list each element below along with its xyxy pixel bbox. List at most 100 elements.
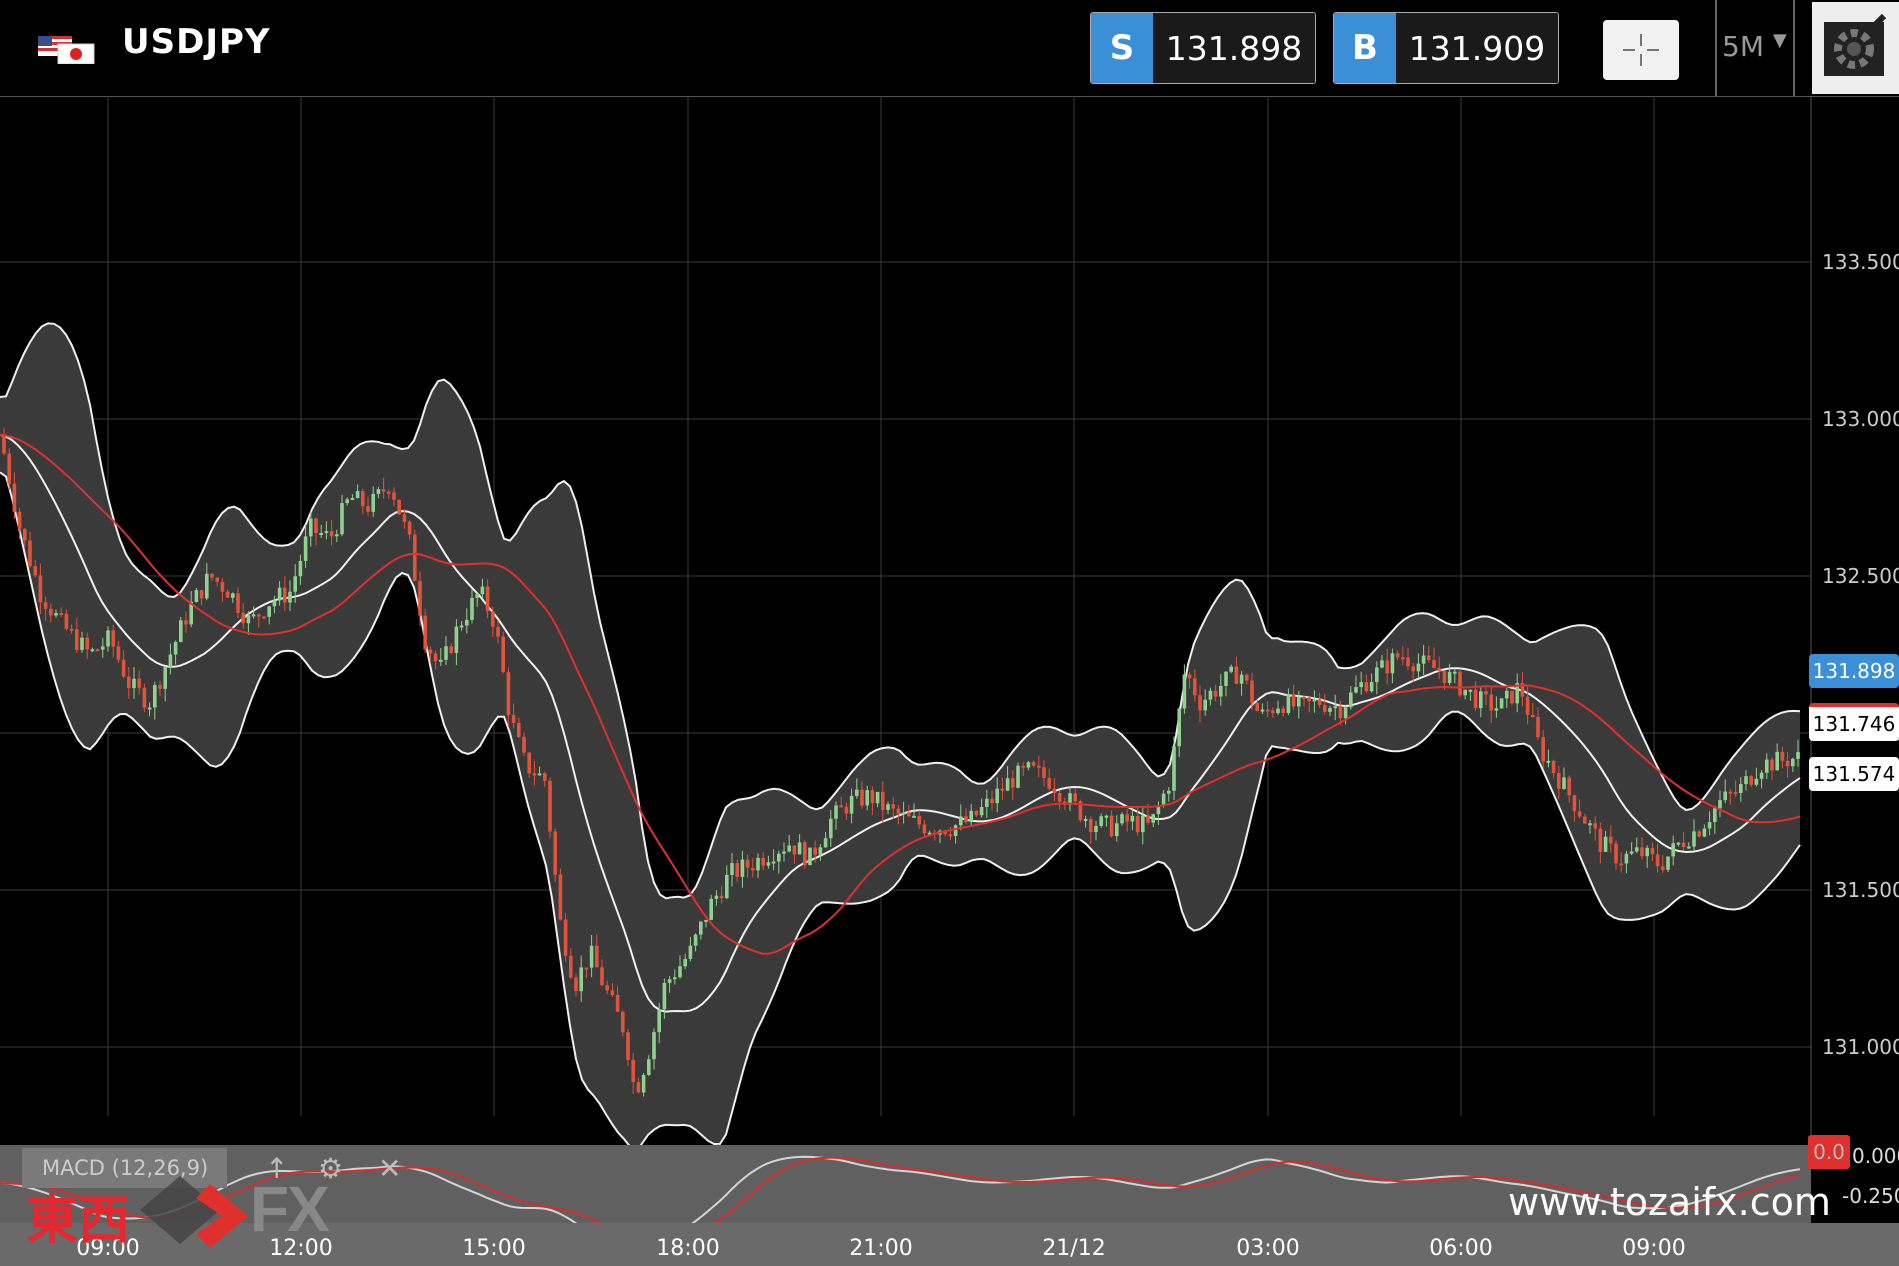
candle-body [1057, 792, 1062, 802]
candle-body [194, 590, 199, 602]
candle-body [225, 591, 230, 598]
candle-body [1109, 815, 1114, 837]
candle-body [1104, 815, 1109, 818]
candle-body [1666, 856, 1670, 870]
candle-body [1473, 689, 1478, 709]
candle-body [1557, 773, 1561, 789]
candle-body [309, 518, 313, 537]
settings-button[interactable] [1812, 2, 1899, 94]
candle-body [257, 614, 261, 617]
crosshair-button[interactable] [1603, 20, 1679, 80]
candle-body [896, 808, 901, 815]
candle-body [381, 489, 386, 492]
candle-body [241, 612, 245, 624]
buy-label: B [1334, 13, 1396, 83]
macd-close-icon[interactable]: ✕ [378, 1152, 402, 1185]
macd-gear-icon[interactable]: ⚙ [318, 1152, 344, 1185]
lower-band-tag: 131.574 [1809, 757, 1899, 791]
time-tick-label: 21/12 [1042, 1236, 1106, 1261]
candle-body [1614, 843, 1618, 864]
candle-body [1515, 683, 1519, 704]
candle-body [626, 1032, 630, 1060]
candle-body [886, 804, 890, 810]
candle-body [283, 587, 287, 603]
candle-body [621, 1011, 625, 1033]
candle-body [1640, 847, 1644, 857]
candle-body [1785, 760, 1790, 767]
candle-body [1551, 760, 1556, 774]
candle-body [210, 573, 214, 578]
candle-body [1692, 831, 1696, 847]
candle-body [511, 715, 516, 724]
candle-body [1588, 823, 1592, 826]
candle-body [1598, 828, 1603, 852]
candle-body [470, 597, 474, 620]
candle-body [1219, 685, 1223, 697]
candle-body [428, 649, 433, 654]
candle-body [1343, 707, 1348, 719]
candle-body [459, 625, 464, 628]
bollinger-band-fill [0, 323, 1800, 1145]
candle-body [974, 810, 979, 816]
buy-button[interactable]: B 131.909 [1333, 12, 1559, 84]
macd-lower-value: -0.250 [1842, 1184, 1899, 1208]
candle-body [465, 619, 469, 626]
candle-body [704, 919, 708, 922]
symbol-title[interactable]: USDJPY [122, 22, 271, 62]
candle-body [54, 613, 58, 616]
candle-body [985, 798, 989, 807]
candle-body [548, 780, 552, 832]
brand-fx: FX [250, 1173, 330, 1245]
candlestick-series [2, 427, 1800, 1097]
candle-body [641, 1074, 646, 1093]
candle-body [1037, 765, 1041, 768]
candle-body [1229, 666, 1233, 672]
candle-body [1297, 696, 1301, 707]
candle-body [1323, 705, 1327, 712]
candle-body [667, 979, 672, 983]
candle-body [745, 859, 750, 868]
timeframe-dropdown[interactable]: 5M ▼ [1722, 30, 1787, 63]
candle-body [860, 789, 864, 806]
sell-button[interactable]: S 131.898 [1090, 12, 1316, 84]
candle-body [1687, 846, 1691, 849]
candle-body [1135, 815, 1140, 833]
candle-body [376, 489, 381, 494]
macd-label: MACD (12,26,9) [22, 1148, 227, 1188]
candle-body [943, 830, 947, 835]
candle-body [116, 646, 121, 660]
macd-up-icon[interactable]: ↑ [265, 1152, 289, 1185]
candle-body [1224, 671, 1228, 686]
candle-body [303, 536, 308, 561]
candle-body [1198, 695, 1202, 711]
candle-body [236, 593, 240, 613]
candle-body [1629, 851, 1634, 854]
candle-body [1255, 703, 1259, 711]
candle-body [205, 573, 209, 599]
candle-body [912, 815, 916, 818]
candle-body [121, 659, 126, 677]
price-chart[interactable]: 133.500133.000132.500132.000131.500131.0… [0, 96, 1899, 1145]
candle-body [1453, 671, 1457, 674]
candle-body [1349, 692, 1353, 708]
candle-body [839, 805, 843, 808]
candle-body [1479, 691, 1483, 709]
candle-body [1593, 823, 1597, 829]
candle-body [995, 788, 999, 804]
current-price-tag: 131.898 [1809, 654, 1899, 688]
candle-body [1250, 680, 1254, 704]
price-tick-label: 133.000 [1822, 407, 1899, 431]
macd-panel[interactable] [0, 1145, 1811, 1223]
currency-pair-flags-icon [38, 36, 95, 64]
price-tick-label: 132.500 [1822, 564, 1899, 588]
candle-body [314, 518, 318, 534]
candle-body [1525, 696, 1530, 716]
candle-body [1499, 698, 1504, 709]
candle-body [579, 967, 583, 992]
candle-body [189, 601, 193, 625]
candle-body [59, 613, 63, 616]
candle-body [569, 955, 573, 978]
candle-body [532, 773, 537, 776]
candle-body [1239, 674, 1244, 684]
candle-body [49, 608, 53, 616]
